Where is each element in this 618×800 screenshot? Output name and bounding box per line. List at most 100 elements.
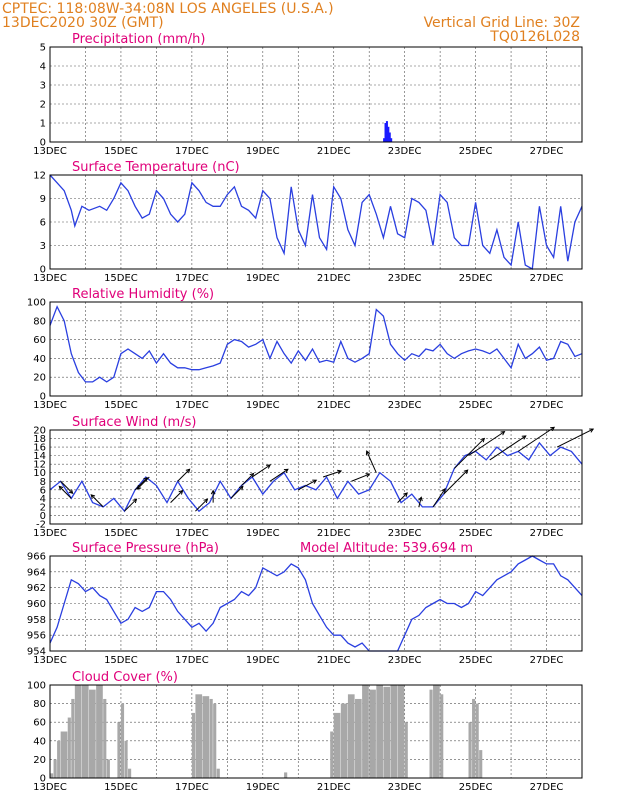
wind-arrow-head — [589, 428, 595, 433]
y-tick-label: 14 — [33, 451, 46, 462]
x-tick-label: 15DEC — [104, 655, 138, 666]
panel-rh: 0 20 40 60 80 100 13DEC 15DEC 17DEC 19DEC 21DEC 23D… — [27, 287, 583, 411]
cloud-bar — [50, 773, 54, 778]
x-tick-label: 15DEC — [104, 782, 138, 793]
panel-title: Cloud Cover (%) — [72, 670, 178, 685]
cloud-bar — [191, 712, 196, 778]
wind-arrow-head — [418, 496, 423, 502]
x-tick-label: 27DEC — [530, 655, 564, 666]
wind-arrow-head — [266, 464, 272, 469]
x-tick-label: 19DEC — [246, 146, 280, 157]
y-tick-label: 954 — [27, 647, 46, 658]
wind-arrow — [397, 492, 408, 503]
wind-arrow — [322, 470, 342, 478]
wind-arrow-head — [90, 494, 96, 499]
y-tick-label: 10 — [33, 468, 46, 479]
y-tick-label: 2 — [40, 100, 46, 111]
wind-arrow-head — [500, 431, 506, 436]
pres-line — [49, 555, 583, 652]
y-tick-label: 4 — [40, 62, 46, 73]
temp-line — [49, 174, 583, 271]
wind-arrow-head — [178, 489, 184, 495]
x-tick-label: 25DEC — [459, 528, 493, 539]
cloud-bar — [71, 698, 75, 778]
x-tick-label: 19DEC — [246, 782, 280, 793]
y-tick-label: 4 — [40, 494, 46, 505]
wind-arrow — [251, 464, 271, 478]
y-tick-label: 20 — [33, 755, 46, 766]
x-tick-label: 17DEC — [175, 655, 209, 666]
x-tick-label: 27DEC — [530, 528, 564, 539]
cloud-bar — [468, 722, 472, 778]
wind-arrow-head — [521, 435, 527, 440]
y-tick-label: 2 — [40, 502, 46, 513]
cloud-bar — [67, 717, 71, 778]
wind-arrow — [241, 473, 254, 486]
panel-frame — [49, 684, 583, 779]
precip-bar — [388, 132, 391, 142]
x-tick-label: 13DEC — [33, 273, 67, 284]
run-date: 13DEC2020 30Z (GMT) — [2, 15, 164, 31]
cloud-bar — [89, 689, 96, 778]
y-tick-label: 3 — [40, 241, 46, 252]
wind-arrow-head — [312, 479, 318, 484]
precip-bar — [387, 126, 390, 142]
wind-arrow — [90, 494, 104, 508]
x-tick-label: 21DEC — [317, 655, 351, 666]
wind-arrow — [124, 498, 137, 512]
x-tick-label: 25DEC — [459, 655, 493, 666]
y-tick-label: 60 — [33, 335, 46, 346]
precip-bar — [384, 123, 387, 142]
x-tick-label: 19DEC — [246, 528, 280, 539]
x-tick-label: 23DEC — [388, 782, 422, 793]
wind-arrow — [366, 450, 377, 473]
wind-arrow-head — [136, 485, 142, 490]
wind-arrow-head — [132, 498, 138, 504]
cloud-bar — [472, 698, 476, 778]
y-tick-label: 20 — [33, 373, 46, 384]
cloud-bar — [340, 703, 348, 778]
precip-bar — [385, 121, 388, 142]
wind-arrow — [177, 468, 191, 482]
wind-arrow — [418, 497, 422, 508]
x-tick-label: 13DEC — [33, 400, 67, 411]
wind-arrow-head — [238, 485, 244, 491]
panel-title: Surface Pressure (hPa) — [72, 541, 219, 556]
cloud-bar — [124, 740, 128, 778]
x-tick-label: 23DEC — [388, 146, 422, 157]
wind-arrow — [230, 486, 244, 499]
x-tick-label: 17DEC — [175, 400, 209, 411]
model-altitude: Model Altitude: 539.694 m — [300, 541, 473, 556]
y-tick-label: 100 — [27, 681, 46, 692]
x-tick-label: 23DEC — [388, 400, 422, 411]
station-header: CPTEC: 118:08W-34:08N LOS ANGELES (U.S.A… — [2, 1, 334, 17]
y-tick-label: 18 — [33, 434, 46, 445]
panel-frame — [49, 174, 583, 270]
x-tick-label: 19DEC — [246, 400, 280, 411]
wind-arrow-head — [203, 498, 209, 504]
wind-arrow-head — [365, 473, 371, 478]
y-tick-label: 6 — [40, 218, 46, 229]
y-tick-label: 956 — [27, 631, 46, 642]
wind-arrow — [556, 428, 594, 448]
x-tick-label: 19DEC — [246, 273, 280, 284]
wind-arrow — [170, 490, 183, 503]
rh-line — [49, 305, 583, 383]
x-tick-label: 13DEC — [33, 655, 67, 666]
cloud-bar — [404, 722, 408, 778]
cloud-bar — [106, 759, 110, 778]
x-tick-label: 21DEC — [317, 146, 351, 157]
panel-title: Precipitation (mm/h) — [72, 32, 205, 47]
wind-arrow-head — [68, 489, 74, 495]
grid-line-note: Vertical Grid Line: 30Z — [424, 15, 580, 31]
wind-arrow — [453, 438, 485, 469]
cloud-bar — [195, 694, 203, 778]
y-tick-label: 40 — [33, 354, 46, 365]
y-tick-label: 962 — [27, 583, 46, 594]
wind-arrow-head — [463, 469, 469, 475]
y-tick-label: 100 — [27, 298, 46, 309]
panel-frame — [49, 301, 583, 397]
x-tick-label: 15DEC — [104, 146, 138, 157]
